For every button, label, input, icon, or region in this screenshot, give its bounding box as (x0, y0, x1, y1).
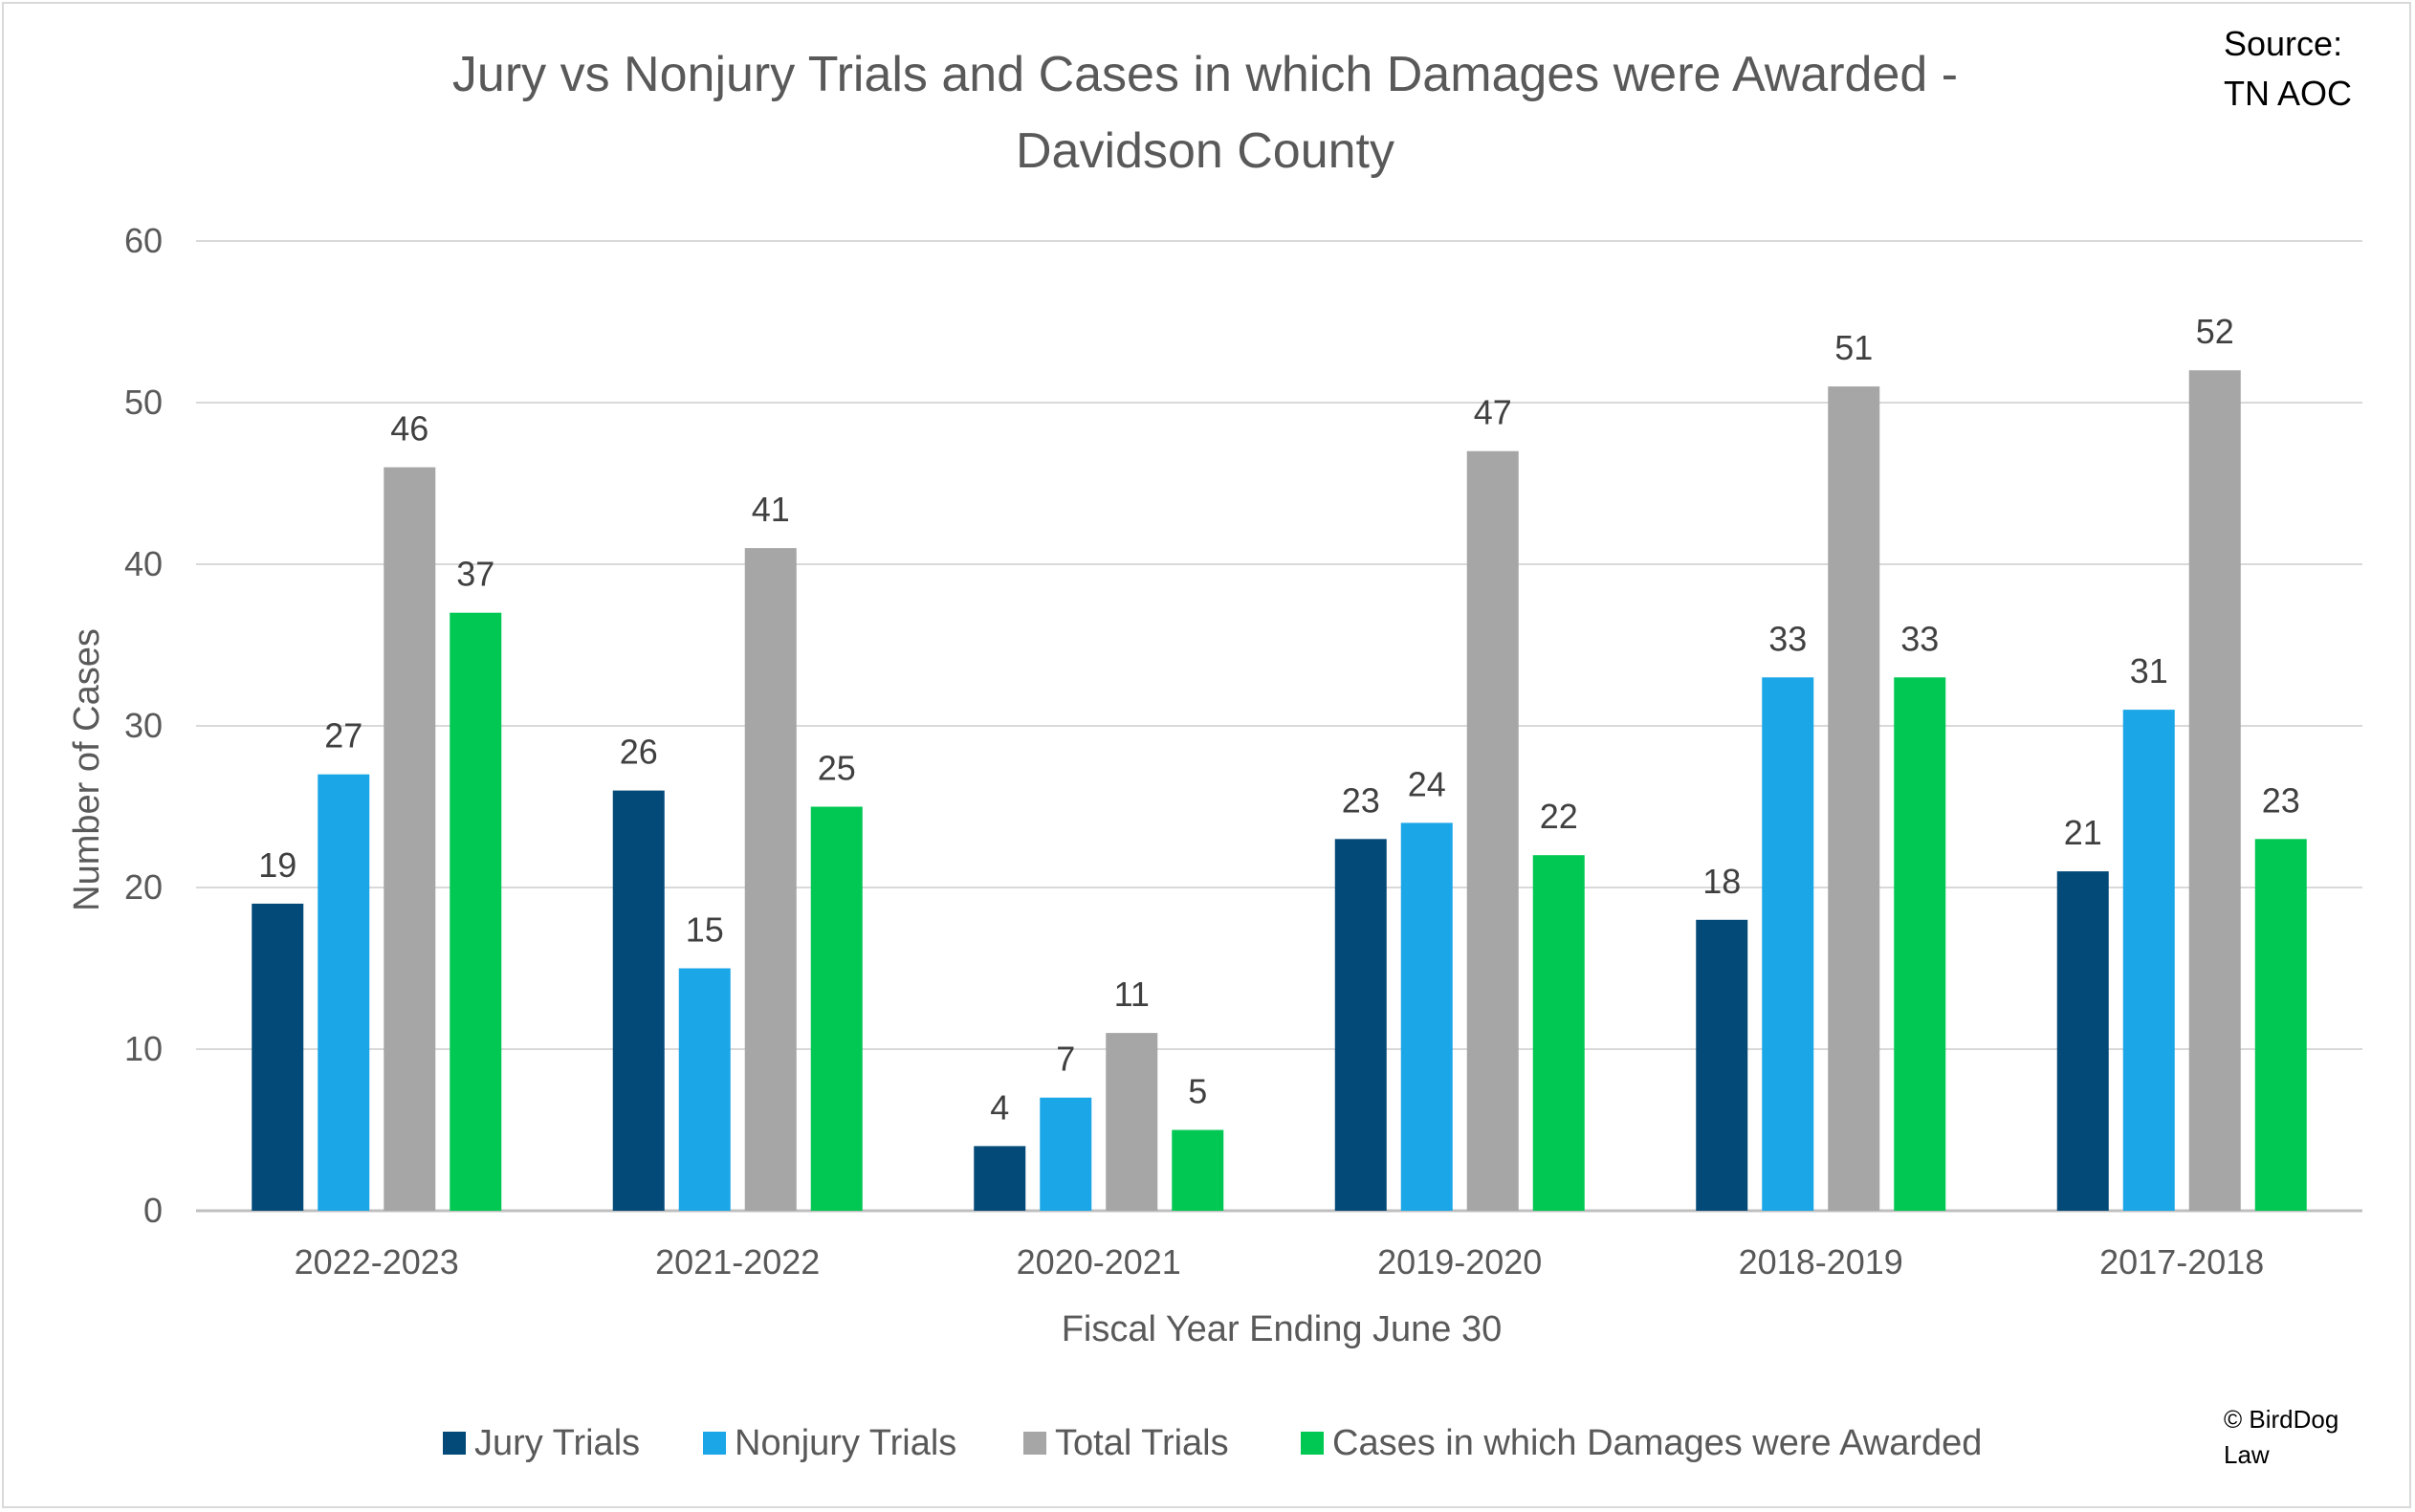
legend-label: Jury Trials (474, 1423, 640, 1463)
data-label: 22 (1540, 797, 1578, 836)
data-label: 24 (1408, 764, 1446, 803)
bars (252, 370, 2307, 1212)
data-label: 33 (1768, 619, 1807, 658)
y-axis-title: Number of Cases (67, 628, 107, 911)
copyright-line-2: Law (2224, 1440, 2270, 1469)
y-tick-label: 40 (124, 544, 163, 583)
legend-label: Cases in which Damages were Awarded (1332, 1423, 1982, 1463)
legend: Jury Trials Nonjury Trials Total Trials Cas… (443, 1423, 1982, 1463)
bar (252, 903, 304, 1211)
data-label: 18 (1702, 862, 1741, 901)
data-label: 51 (1834, 328, 1873, 367)
bar (1400, 822, 1453, 1211)
bar (1172, 1129, 1224, 1211)
data-label: 19 (258, 845, 296, 885)
bar (678, 968, 731, 1211)
data-label: 52 (2196, 312, 2234, 351)
x-tick-label: 2019-2020 (1377, 1242, 1542, 1282)
bar (2056, 871, 2109, 1211)
data-label: 23 (1342, 780, 1380, 820)
chart-title-line-1: Jury vs Nonjury Trials and Cases in whic… (452, 47, 1958, 102)
y-tick-label: 0 (143, 1191, 163, 1230)
y-tick-label: 50 (124, 383, 163, 422)
y-tick-label: 20 (124, 867, 163, 907)
bar (1106, 1033, 1158, 1211)
source-note-line-2: TN AOC (2224, 74, 2352, 113)
data-label: 25 (818, 749, 856, 788)
gridlines (196, 240, 2362, 1213)
x-tick-label: 2022-2023 (295, 1242, 459, 1282)
y-tick-label: 10 (124, 1029, 163, 1068)
y-tick-label: 30 (124, 706, 163, 745)
bar (450, 612, 502, 1211)
data-label: 31 (2130, 651, 2168, 690)
bar (1466, 450, 1519, 1211)
copyright-line-1: © BirdDog (2224, 1405, 2338, 1434)
legend-swatch (1301, 1432, 1324, 1455)
x-tick-label: 2021-2022 (655, 1242, 820, 1282)
data-label: 27 (324, 716, 362, 756)
data-label: 23 (2262, 780, 2300, 820)
legend-swatch (703, 1432, 726, 1455)
bar (318, 774, 370, 1211)
data-label: 21 (2064, 813, 2102, 852)
legend-label: Total Trials (1055, 1423, 1229, 1463)
legend-swatch (443, 1432, 466, 1455)
bar (612, 790, 665, 1211)
bar (384, 467, 436, 1212)
bar (810, 806, 863, 1211)
data-label: 5 (1188, 1072, 1207, 1111)
bar (974, 1146, 1026, 1211)
data-label: 46 (390, 409, 428, 449)
bar (1040, 1097, 1092, 1211)
bar (2122, 710, 2175, 1211)
bar (1828, 386, 1880, 1212)
x-tick-label: 2017-2018 (2099, 1242, 2264, 1282)
data-label: 33 (1900, 619, 1939, 658)
x-axis-ticks: 2022-2023 2021-2022 2020-2021 2019-2020 2018… (295, 1242, 2265, 1282)
data-label: 41 (752, 490, 790, 529)
data-label: 11 (1114, 975, 1150, 1014)
bar (1696, 919, 1748, 1211)
legend-swatch (1023, 1432, 1046, 1455)
x-tick-label: 2018-2019 (1739, 1242, 1903, 1282)
y-tick-label: 60 (124, 221, 163, 260)
bar (744, 548, 797, 1211)
bar (2188, 370, 2241, 1211)
data-label: 7 (1056, 1040, 1075, 1079)
data-label: 26 (620, 733, 658, 772)
source-note-line-1: Source: (2224, 24, 2342, 63)
bar (1334, 839, 1387, 1211)
bar (1762, 677, 1814, 1211)
bar (1894, 677, 1946, 1211)
bar (2254, 839, 2307, 1211)
x-tick-label: 2020-2021 (1017, 1242, 1181, 1282)
legend-label: Nonjury Trials (735, 1423, 956, 1463)
data-label: 37 (456, 555, 494, 594)
chart-title-line-2: Davidson County (1016, 123, 1394, 179)
x-axis-title: Fiscal Year Ending June 30 (1062, 1309, 1503, 1349)
data-label: 47 (1474, 393, 1512, 432)
data-label: 15 (686, 910, 724, 950)
y-axis-ticks: 0 10 20 30 40 50 60 (124, 221, 163, 1230)
data-label: 4 (990, 1087, 1009, 1127)
bar (1532, 855, 1585, 1211)
